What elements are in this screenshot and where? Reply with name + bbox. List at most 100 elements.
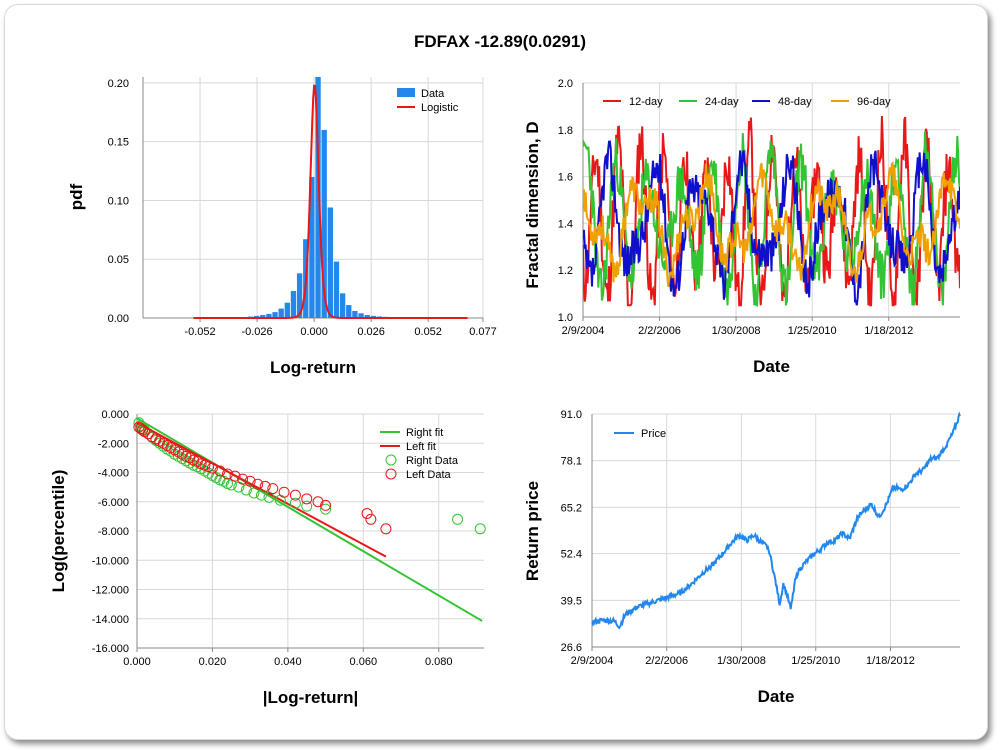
left-data-point	[380, 523, 392, 535]
legend-label-left-data: Left Data	[406, 469, 452, 481]
y-tick-label: -12.000	[92, 585, 129, 597]
x-tick-label: 1/30/2008	[717, 655, 766, 667]
x-axis-title: Date	[753, 357, 790, 376]
left-data-point	[365, 513, 377, 525]
legend-swatch-left-data	[385, 468, 397, 480]
logistic-curve	[193, 84, 468, 319]
x-tick-label: 0.000	[123, 656, 151, 668]
y-tick-label: -6.000	[98, 497, 129, 509]
x-tick-label: -0.052	[184, 326, 215, 338]
x-tick-label: 0.080	[425, 656, 453, 668]
x-tick-label: 0.020	[199, 656, 227, 668]
legend-label: 12-day	[629, 96, 663, 108]
left-data-point	[229, 470, 241, 482]
histogram-bar	[290, 290, 297, 318]
x-tick-label: 1/25/2010	[791, 655, 840, 667]
legend-label: 48-day	[778, 96, 812, 108]
y-tick-label: -10.000	[92, 555, 129, 567]
left-data-point	[214, 465, 226, 477]
histogram-bar	[358, 313, 364, 318]
legend-label-right-fit: Right fit	[406, 427, 443, 439]
histogram-bar	[339, 293, 346, 318]
chart-title: FDFAX -12.89(0.0291)	[414, 32, 586, 51]
histogram-bar	[352, 310, 358, 318]
legend-label-price: Price	[641, 428, 666, 440]
x-tick-label: 2/9/2004	[562, 325, 605, 337]
right-data-point	[320, 503, 332, 515]
y-tick-label: 2.0	[558, 78, 573, 90]
y-tick-label: -4.000	[98, 468, 129, 480]
left-data-point	[244, 475, 256, 487]
fractal-series-line	[583, 161, 960, 288]
x-tick-label: 1/30/2008	[712, 325, 761, 337]
y-tick-label: -16.000	[92, 643, 129, 655]
y-tick-label: 91.0	[561, 409, 582, 421]
x-tick-label: 0.052	[414, 326, 442, 338]
x-tick-label: 2/2/2006	[645, 655, 688, 667]
x-tick-label: 1/18/2012	[864, 325, 913, 337]
histogram-bar	[278, 308, 284, 318]
fractal-series-line	[583, 140, 960, 306]
x-tick-label: 1/18/2012	[866, 655, 915, 667]
right-data-point	[133, 417, 145, 429]
x-tick-label: 0.060	[350, 656, 378, 668]
left-data-point	[237, 473, 249, 485]
histogram-bar	[296, 273, 303, 318]
price-series-line	[591, 411, 961, 630]
y-tick-label: 39.5	[561, 595, 582, 607]
y-tick-label: -2.000	[98, 438, 129, 450]
histogram-bar	[333, 261, 340, 318]
left-data-point	[142, 428, 154, 440]
histogram-bar	[321, 129, 327, 318]
legend-label: 96-day	[857, 96, 891, 108]
y-tick-label: 65.2	[561, 502, 582, 514]
right-data-point	[289, 497, 301, 509]
histogram-bar	[253, 315, 260, 318]
x-axis-title: Date	[758, 687, 795, 706]
y-tick-label: 78.1	[561, 456, 582, 468]
left-data-point	[206, 462, 218, 474]
histogram-bar	[315, 77, 321, 318]
histogram-bar	[327, 207, 333, 318]
y-tick-label: 1.6	[558, 172, 573, 184]
left-data-point	[259, 480, 271, 492]
histogram-bar	[364, 315, 370, 318]
y-tick-label: 1.8	[558, 125, 573, 137]
histogram-bar	[266, 313, 272, 318]
left-data-point	[267, 483, 279, 495]
x-tick-label: 2/2/2006	[638, 325, 681, 337]
left-data-point	[289, 489, 301, 501]
legend-label-right-data: Right Data	[406, 455, 459, 467]
left-data-point	[312, 496, 324, 508]
y-tick-label: 0.000	[101, 409, 129, 421]
y-tick-label: -14.000	[92, 614, 129, 626]
y-tick-label: 0.05	[108, 254, 129, 266]
x-axis-title: |Log-return|	[263, 688, 358, 707]
y-axis-title: Fractal dimension, D	[523, 121, 542, 288]
left-data-point	[222, 468, 234, 480]
y-tick-label: 0.20	[108, 78, 129, 90]
left-data-point	[137, 424, 149, 436]
legend-swatch-data	[397, 88, 415, 97]
fractal-series-line	[583, 115, 960, 307]
y-tick-label: -8.000	[98, 526, 129, 538]
x-axis-title: Log-return	[270, 358, 356, 377]
y-tick-label: 1.0	[558, 312, 573, 324]
left-data-point	[320, 499, 332, 511]
left-data-point	[361, 507, 373, 519]
histogram-bar	[260, 315, 266, 318]
legend-label-left-fit: Left fit	[406, 441, 436, 453]
left-data-point	[133, 421, 145, 433]
histogram-bar	[346, 305, 352, 318]
histogram-bar	[309, 176, 315, 318]
x-tick-label: 1/25/2010	[788, 325, 837, 337]
left-data-point	[278, 486, 290, 498]
histogram-bar	[272, 312, 278, 318]
right-fit-line	[137, 417, 483, 622]
legend-label: 24-day	[705, 96, 739, 108]
y-tick-label: 0.15	[108, 137, 129, 149]
x-tick-label: 0.026	[357, 326, 385, 338]
legend-label-data: Data	[421, 88, 445, 100]
y-tick-label: 1.2	[558, 265, 573, 277]
